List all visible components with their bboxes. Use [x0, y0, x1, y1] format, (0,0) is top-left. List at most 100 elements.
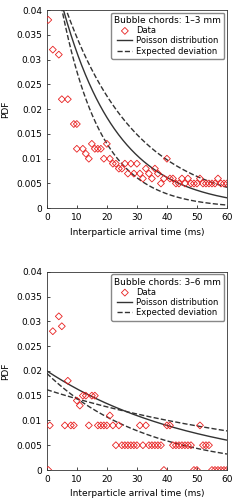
Data	[144, 164, 148, 172]
Poisson distribution	[152, 418, 155, 424]
Data	[138, 170, 142, 177]
Expected deviation	[226, 428, 228, 434]
Data	[222, 466, 226, 474]
Data	[177, 441, 181, 449]
Data	[150, 441, 154, 449]
Data	[213, 466, 217, 474]
Data	[129, 160, 133, 168]
Poisson distribution	[226, 195, 228, 201]
Expected deviation	[153, 414, 155, 420]
Data	[120, 441, 124, 449]
Data	[210, 466, 214, 474]
Data	[81, 392, 85, 400]
X-axis label: Interparticle arrival time (ms): Interparticle arrival time (ms)	[70, 490, 204, 498]
Poisson distribution	[209, 191, 212, 197]
Data	[222, 180, 226, 188]
Expected deviation	[156, 150, 158, 156]
Data	[117, 422, 121, 430]
Data	[132, 441, 136, 449]
Data	[57, 50, 61, 58]
Poisson distribution	[45, 368, 48, 374]
Data	[168, 174, 172, 182]
Y-axis label: PDF: PDF	[1, 362, 11, 380]
Data	[78, 402, 82, 409]
Data	[183, 441, 187, 449]
Line: Expected deviation: Expected deviation	[47, 390, 227, 431]
Expected deviation	[197, 174, 200, 180]
Data	[186, 441, 190, 449]
Data	[84, 392, 88, 400]
Data	[60, 95, 64, 103]
Data	[156, 441, 160, 449]
Data	[117, 164, 121, 172]
Data	[141, 174, 145, 182]
Expected deviation	[209, 425, 212, 431]
Data	[60, 322, 64, 330]
Data	[207, 441, 211, 449]
Poisson distribution	[152, 166, 155, 172]
Legend: Data, Poisson distribution, Expected deviation: Data, Poisson distribution, Expected dev…	[111, 274, 224, 320]
Data	[183, 180, 187, 188]
Data	[51, 327, 55, 335]
Data	[153, 164, 157, 172]
Data	[111, 422, 115, 430]
Data	[192, 180, 196, 188]
Poisson distribution	[156, 168, 158, 174]
Data	[201, 180, 205, 188]
Expected deviation	[197, 423, 200, 429]
Data	[93, 145, 97, 153]
Data	[165, 154, 169, 162]
Data	[84, 150, 88, 158]
Data	[189, 441, 193, 449]
Data	[99, 422, 103, 430]
Expected deviation	[152, 414, 155, 420]
Data	[48, 422, 52, 430]
Poisson distribution	[156, 420, 158, 426]
Data	[69, 422, 73, 430]
Data	[177, 180, 181, 188]
Data	[159, 180, 163, 188]
Data	[162, 466, 166, 474]
Data	[192, 466, 196, 474]
Data	[96, 145, 100, 153]
Data	[63, 422, 67, 430]
Data	[102, 422, 106, 430]
Data	[75, 396, 79, 404]
Data	[123, 441, 127, 449]
Line: Poisson distribution: Poisson distribution	[47, 371, 227, 440]
Data	[46, 16, 50, 24]
Data	[93, 392, 97, 400]
Data	[201, 441, 205, 449]
Data	[147, 170, 151, 177]
Data	[219, 466, 223, 474]
Data	[168, 422, 172, 430]
Data	[105, 422, 109, 430]
Expected deviation	[45, 386, 48, 392]
Data	[162, 174, 166, 182]
Poisson distribution	[153, 418, 155, 424]
Expected deviation	[152, 146, 155, 152]
Legend: Data, Poisson distribution, Expected deviation: Data, Poisson distribution, Expected dev…	[111, 12, 224, 59]
Data	[66, 377, 70, 385]
Data	[132, 170, 136, 177]
Data	[75, 120, 79, 128]
Data	[225, 466, 229, 474]
Data	[210, 180, 214, 188]
Data	[90, 140, 94, 148]
Expected deviation	[153, 147, 155, 153]
Data	[129, 441, 133, 449]
Data	[216, 466, 220, 474]
Data	[219, 180, 223, 188]
Line: Poisson distribution: Poisson distribution	[47, 0, 227, 198]
Data	[114, 441, 118, 449]
Data	[153, 441, 157, 449]
Data	[87, 422, 91, 430]
Data	[198, 174, 202, 182]
Data	[186, 174, 190, 182]
Data	[195, 466, 199, 474]
Data	[213, 180, 217, 188]
Data	[108, 154, 112, 162]
Data	[144, 422, 148, 430]
X-axis label: Interparticle arrival time (ms): Interparticle arrival time (ms)	[70, 228, 204, 236]
Data	[135, 160, 139, 168]
